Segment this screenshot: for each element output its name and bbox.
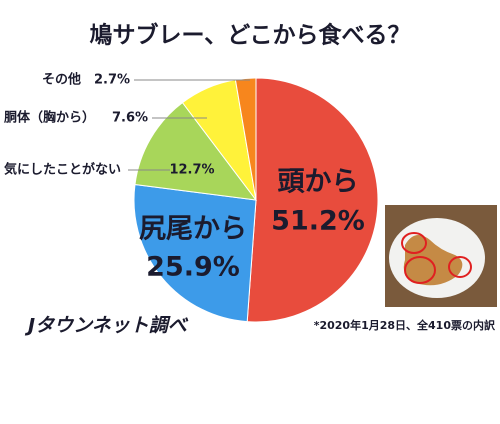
- category-label: 気にしたことがない: [4, 162, 121, 178]
- source: Jタウンネット調べ: [24, 315, 189, 337]
- category-label: 尻尾から: [139, 214, 247, 245]
- pie-slice: [134, 101, 258, 201]
- footnote: *2020年1月28日、全410票の内訳: [314, 318, 496, 332]
- value-label: 7.6%: [112, 111, 148, 126]
- photo: [385, 205, 497, 307]
- value-label: 12.7%: [169, 163, 214, 178]
- value-label: 2.7%: [94, 73, 130, 88]
- pie-slice: [246, 77, 379, 323]
- category-label: 胴体（胸から）: [4, 110, 95, 126]
- value-label: 25.9%: [146, 252, 240, 283]
- value-label: 51.2%: [271, 206, 365, 237]
- chart-title: 鳩サブレー、どこから食べる？: [89, 22, 410, 49]
- category-label: その他: [42, 72, 81, 88]
- pie-slice: [133, 183, 257, 323]
- category-label: 頭から: [278, 167, 359, 198]
